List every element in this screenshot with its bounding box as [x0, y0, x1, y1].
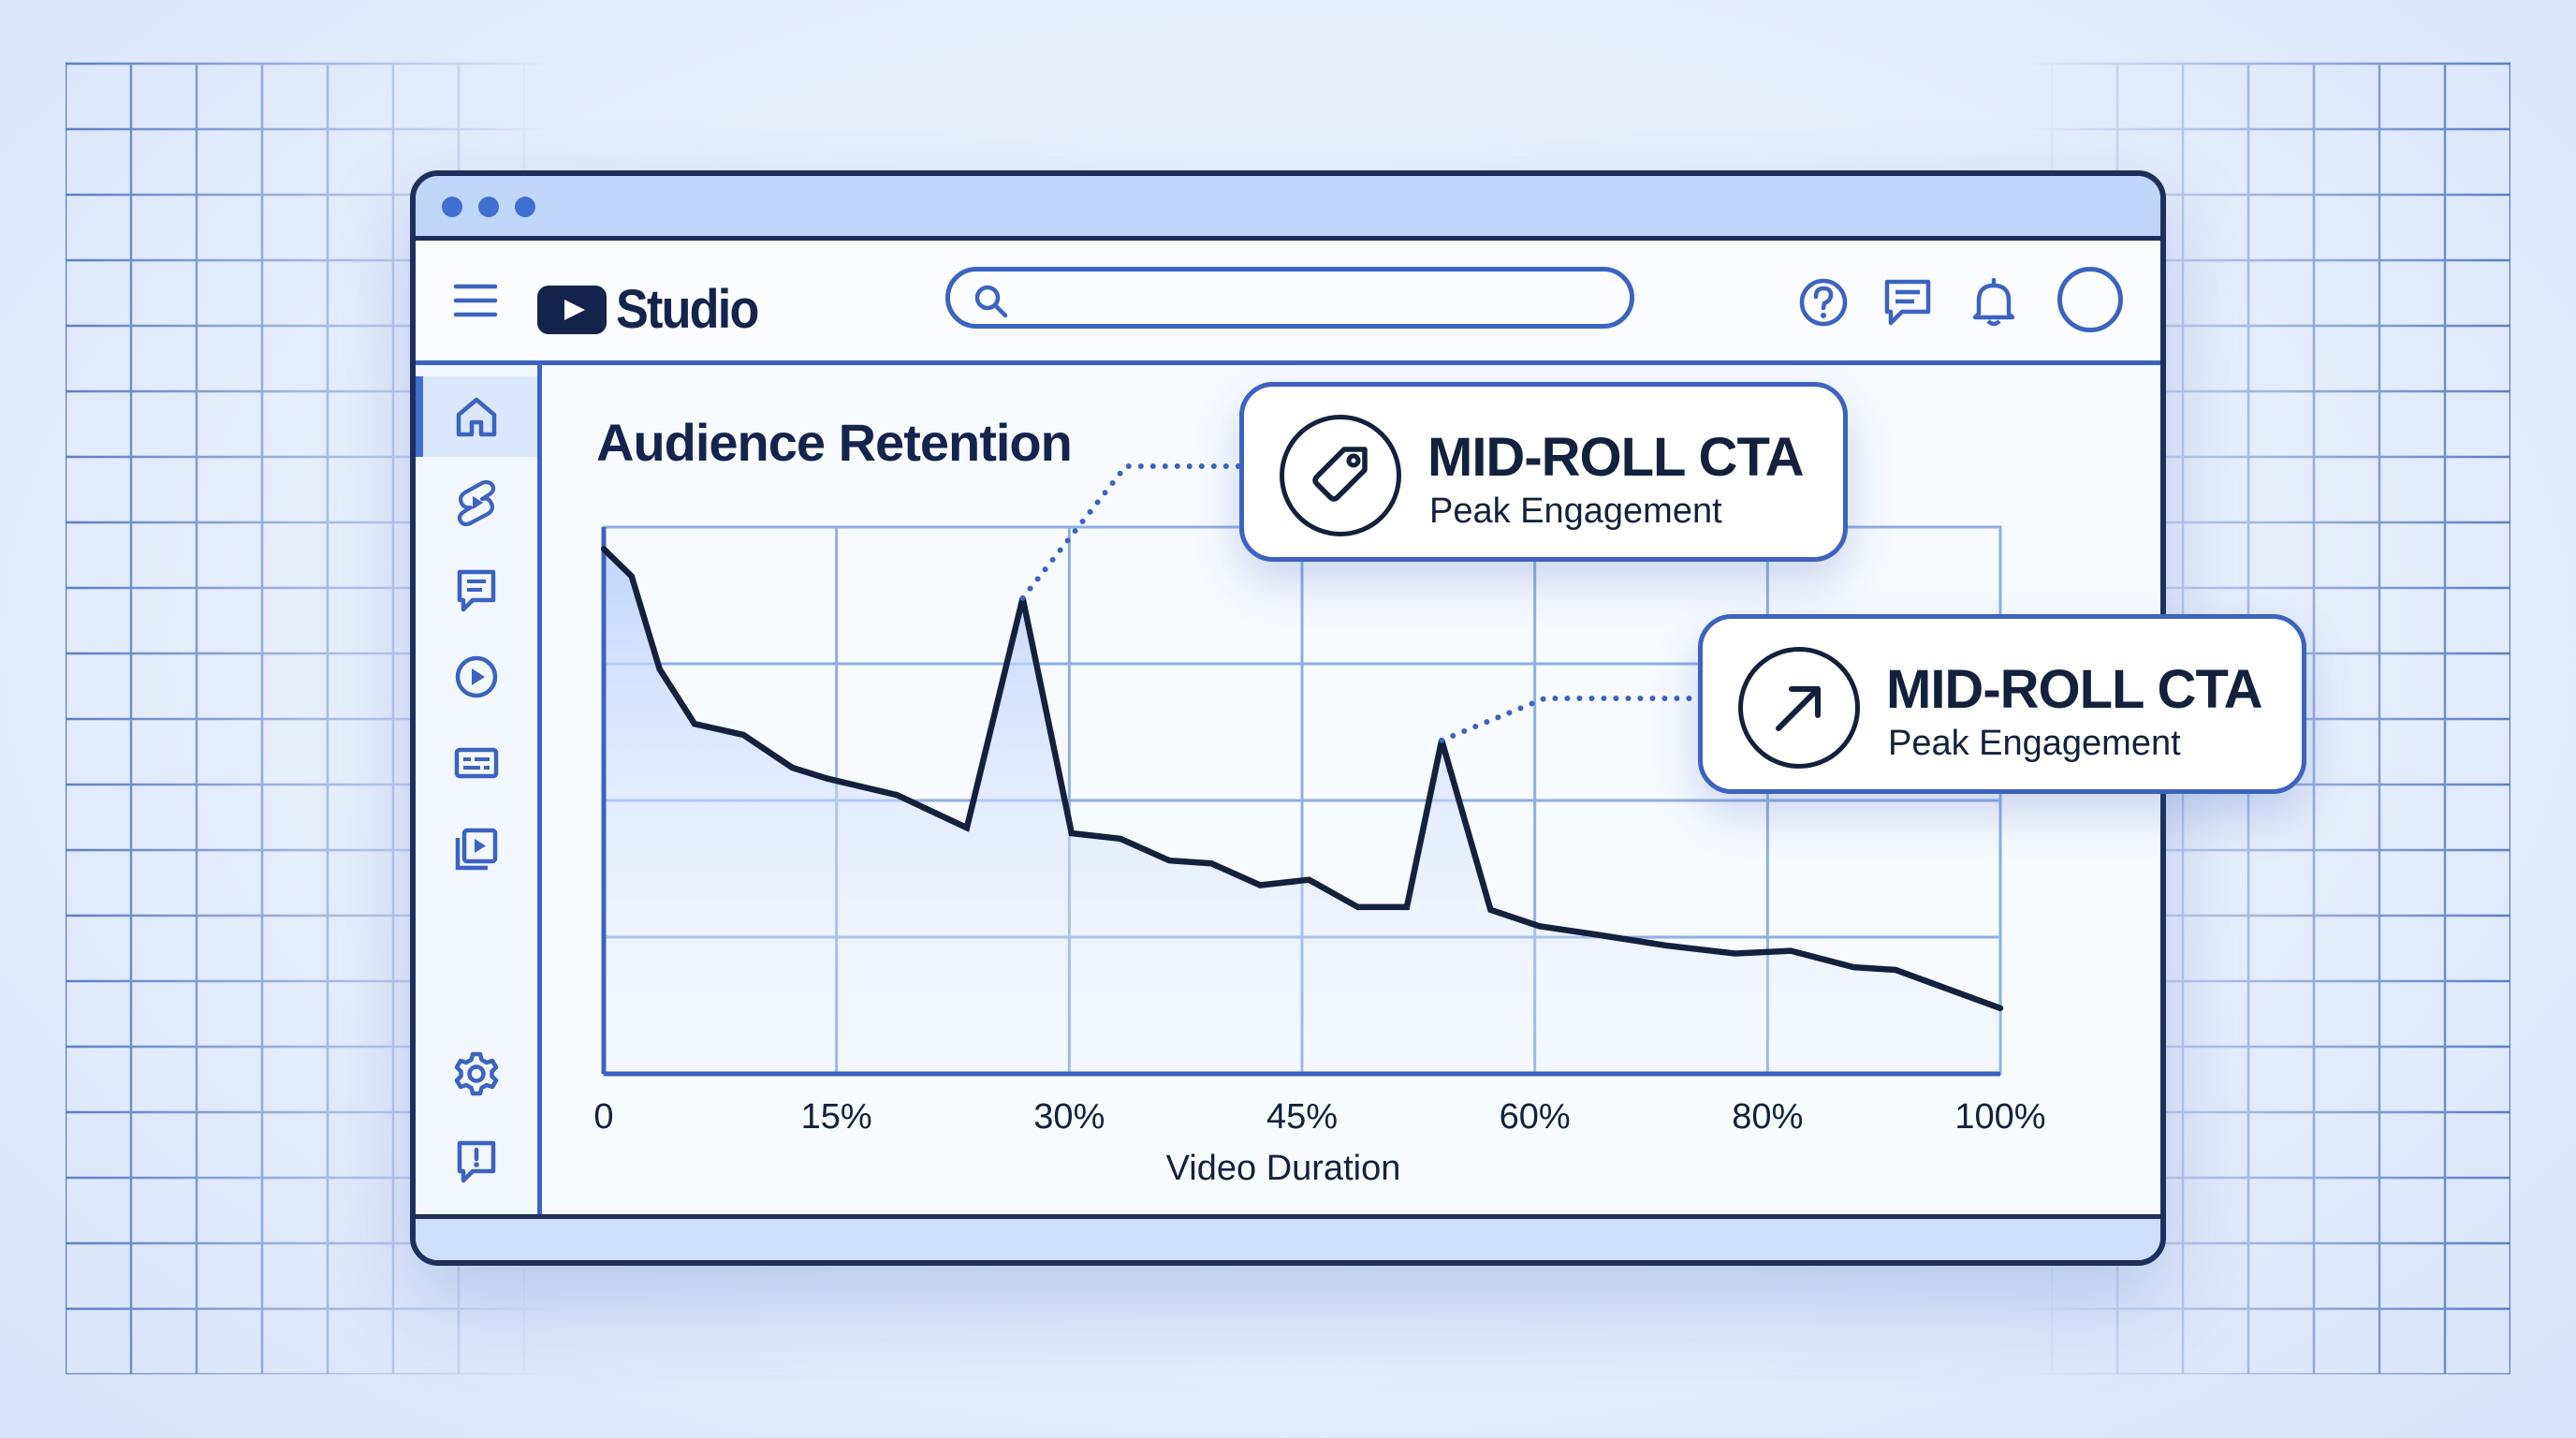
callout-connector — [1439, 696, 1701, 743]
callout-title: MID-ROLL CTA — [1427, 427, 1804, 488]
search-bar[interactable] — [945, 267, 1634, 329]
studio-logo[interactable]: Studio — [537, 278, 773, 341]
sidebar-item-comments[interactable] — [416, 549, 537, 629]
callout-mid-roll-cta-2[interactable]: MID-ROLL CTA Peak Engagement — [1698, 614, 2306, 794]
x-tick-label: 80% — [1732, 1097, 1803, 1137]
x-axis-label: Video Duration — [1166, 1149, 1401, 1188]
play-logo-icon — [537, 285, 607, 334]
help-icon[interactable] — [1795, 274, 1852, 330]
settings-icon — [454, 1051, 499, 1096]
search-icon — [974, 285, 1008, 318]
home-icon — [456, 397, 497, 437]
x-tick-label: 60% — [1500, 1097, 1571, 1137]
x-tick-label: 45% — [1266, 1097, 1338, 1137]
sidebar-item-subtitles[interactable] — [416, 723, 537, 803]
window-titlebar — [416, 176, 2160, 241]
subtitles-icon — [454, 747, 499, 779]
callout-subtitle: Peak Engagement — [1429, 492, 1722, 531]
window-dot-minimize[interactable] — [478, 197, 499, 217]
top-bar: Studio — [416, 241, 2160, 365]
x-tick-label: 30% — [1033, 1097, 1105, 1137]
app-name: Studio — [616, 279, 759, 340]
callout-mid-roll-cta-1[interactable]: MID-ROLL CTA Peak Engagement — [1239, 382, 1848, 562]
arrow-up-right-icon — [1738, 647, 1860, 769]
menu-icon[interactable] — [453, 282, 498, 319]
tag-icon — [1280, 415, 1401, 536]
x-tick-label: 100% — [1954, 1097, 2045, 1137]
callout-title: MID-ROLL CTA — [1886, 659, 2262, 720]
sidebar-item-settings[interactable] — [416, 1034, 537, 1114]
shorts-icon — [457, 479, 496, 527]
main-content: Audience Retention — [542, 365, 2160, 1260]
sidebar-item-feedback[interactable] — [416, 1120, 537, 1200]
page-title: Audience Retention — [596, 413, 1073, 472]
sidebar-item-dashboard[interactable] — [416, 376, 537, 457]
retention-line — [600, 546, 2004, 1012]
x-tick-label: 0 — [593, 1097, 613, 1137]
send-feedback-icon — [457, 1140, 496, 1183]
sidebar-item-content[interactable] — [416, 637, 537, 717]
x-tick-label: 15% — [801, 1097, 872, 1137]
feedback-icon[interactable] — [1880, 274, 1936, 330]
sidebar-item-shorts[interactable] — [416, 462, 537, 543]
search-input[interactable] — [1027, 279, 1602, 318]
callout-subtitle: Peak Engagement — [1888, 724, 2181, 763]
avatar[interactable] — [2057, 267, 2123, 332]
bell-icon[interactable] — [1966, 274, 2022, 330]
comments-icon — [457, 569, 496, 612]
callout-connector — [1019, 463, 1242, 601]
window-dot-close[interactable] — [442, 197, 462, 217]
sidebar-item-playlists[interactable] — [416, 809, 537, 889]
retention-area — [604, 549, 2000, 1074]
sidebar — [416, 365, 542, 1260]
window-dot-maximize[interactable] — [515, 197, 535, 217]
window-bottom-strip — [416, 1214, 2160, 1260]
playlist-icon — [455, 828, 498, 871]
play-icon — [455, 655, 498, 698]
